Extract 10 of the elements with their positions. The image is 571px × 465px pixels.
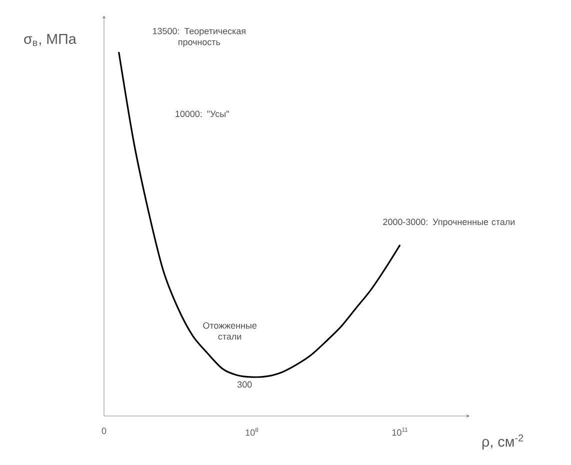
annotation: Отожженные стали xyxy=(203,322,257,340)
annotation: 300 xyxy=(237,381,252,388)
x-tick-label: 10$^{8}$ xyxy=(246,428,258,436)
text: 13500: Теоретическая прочность xyxy=(152,28,246,47)
x-axis-title: ρ, см$^{-2}$ xyxy=(482,434,524,450)
annotation: 10000: "Усы" xyxy=(176,110,229,118)
y-axis-title: σ$_{в}$, МПа xyxy=(24,34,76,46)
x-tick-label: 0 xyxy=(102,428,106,434)
annotation: 2000-3000: Упрочненные стали xyxy=(383,218,515,227)
x-tick-label: 10$^{11}$ xyxy=(392,428,408,436)
